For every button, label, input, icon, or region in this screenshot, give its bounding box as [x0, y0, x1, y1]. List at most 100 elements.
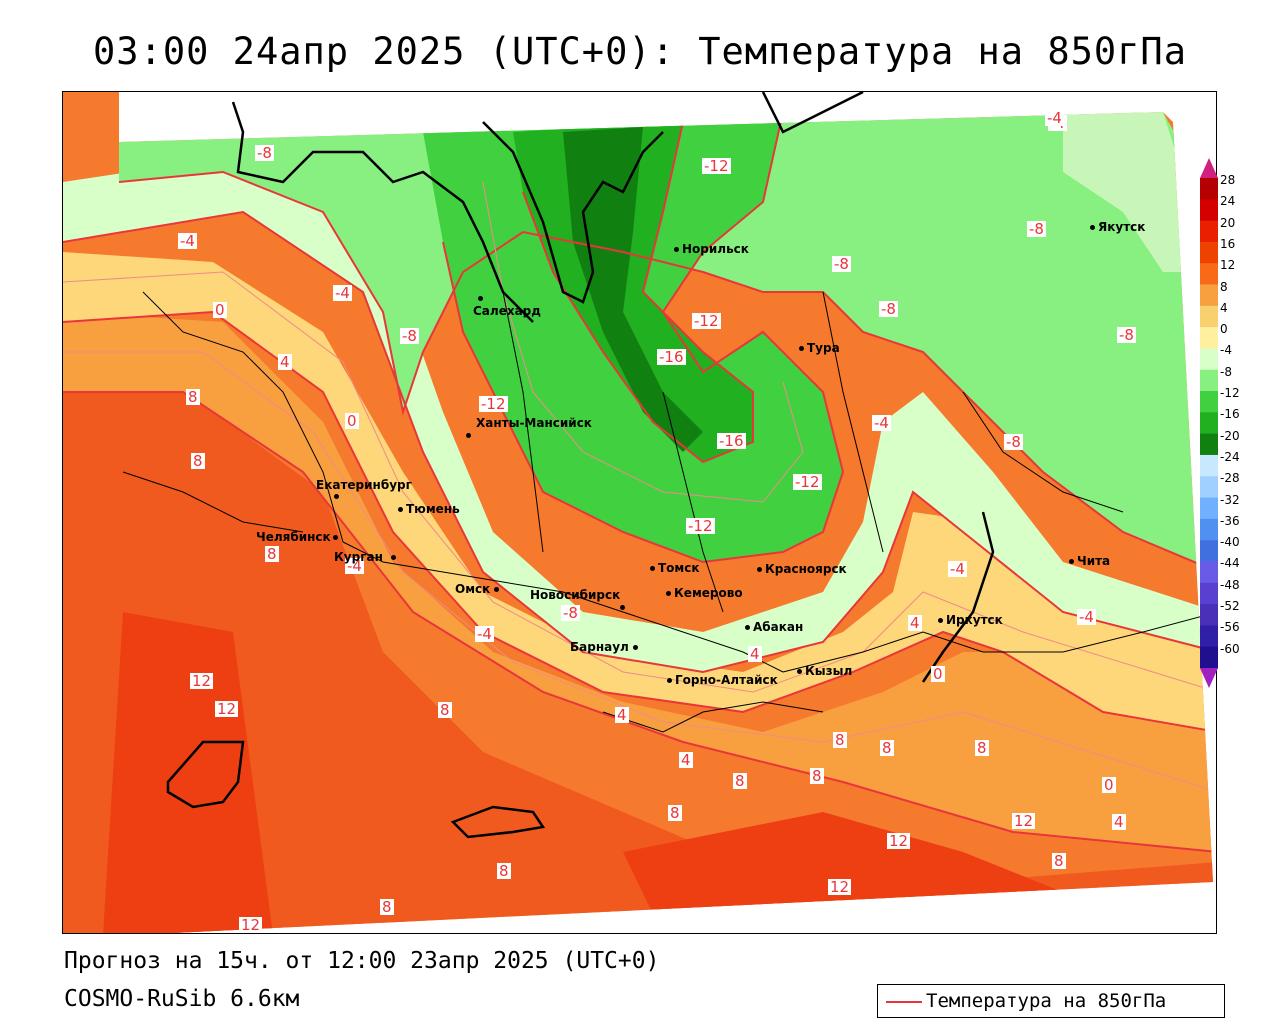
contour-label: -12	[702, 157, 731, 175]
colorbar-bin	[1200, 561, 1218, 584]
contour-label: 8	[265, 545, 279, 563]
contour-label: 4	[748, 645, 762, 663]
contour-label: -12	[686, 517, 715, 535]
city-dot-icon	[390, 555, 396, 560]
city-label: Новосибирск	[530, 588, 621, 602]
contour-label: -8	[1004, 433, 1023, 451]
colorbar-bin	[1200, 497, 1218, 520]
city-label: Якутск	[1090, 221, 1145, 233]
city-label: Норильск	[674, 243, 749, 255]
colorbar-bin	[1200, 327, 1218, 349]
contour-label: -8	[1117, 326, 1136, 344]
contour-label: 8	[975, 739, 989, 757]
colorbar-bin	[1200, 433, 1218, 456]
colorbar-bin	[1200, 305, 1218, 328]
colorbar-top-arrow	[1200, 158, 1218, 178]
city-dot-icon	[757, 567, 762, 572]
legend-label: Температура на 850гПа	[926, 990, 1167, 1012]
city-label: Салехард	[473, 304, 541, 318]
contour-label: -8	[1027, 220, 1046, 238]
contour-label: 12	[190, 672, 214, 690]
city-dot-icon	[494, 587, 500, 592]
contour-label: 12	[887, 832, 911, 850]
colorbar-bin	[1200, 369, 1218, 392]
city-label: Кемерово	[666, 587, 743, 599]
contour-label: 4	[679, 751, 693, 769]
contour-label: -12	[479, 395, 508, 413]
city-dot-icon	[1069, 559, 1074, 564]
contour-label: 4	[615, 706, 629, 724]
contour-label: -4	[475, 625, 494, 643]
city-dot-icon	[334, 494, 339, 499]
colorbar-tick-label: -8	[1220, 364, 1232, 379]
temperature-colorbar	[1200, 158, 1218, 688]
colorbar-bin	[1200, 241, 1218, 264]
contour-label: -16	[717, 432, 746, 450]
colorbar-tick-label: -28	[1220, 471, 1240, 486]
colorbar-tick-label: 12	[1220, 258, 1236, 273]
colorbar-bin	[1200, 391, 1218, 413]
city-dot-icon	[398, 507, 403, 512]
city-dot-icon	[478, 296, 483, 301]
city-label	[620, 601, 628, 613]
forecast-info: Прогноз на 15ч. от 12:00 23апр 2025 (UTC…	[64, 948, 660, 974]
contour-label: 0	[931, 665, 945, 683]
colorbar-bin	[1200, 220, 1218, 243]
contour-label: 4	[278, 353, 292, 371]
city-label: Абакан	[745, 621, 803, 633]
contour-label: -12	[793, 473, 822, 491]
colorbar-bottom-arrow	[1200, 668, 1218, 688]
map-panel	[62, 91, 1217, 934]
colorbar-tick-label: -48	[1220, 577, 1240, 592]
contour-label: 8	[191, 452, 205, 470]
map-legend: Температура на 850гПа	[877, 984, 1225, 1018]
colorbar-tick-label: 8	[1220, 279, 1228, 294]
legend-line-swatch	[886, 1001, 922, 1003]
colorbar-tick-label: 16	[1220, 236, 1236, 251]
colorbar-bin	[1200, 454, 1218, 477]
contour-label: 8	[1052, 852, 1066, 870]
contour-label: 8	[810, 767, 824, 785]
city-label: Томск	[650, 562, 700, 574]
contour-label: 0	[345, 412, 359, 430]
city-label: Тюмень	[398, 503, 460, 515]
colorbar-bin	[1200, 348, 1218, 371]
colorbar-bin	[1200, 540, 1218, 562]
colorbar-tick-label: -52	[1220, 599, 1240, 614]
city-dot-icon	[1090, 225, 1095, 230]
contour-label: -8	[879, 300, 898, 318]
contour-label: -4	[1045, 109, 1064, 127]
colorbar-tick-label: -44	[1220, 556, 1240, 571]
contour-label: 8	[733, 772, 747, 790]
city-label: Кызыл	[797, 665, 852, 677]
contour-label: 4	[1112, 813, 1126, 831]
contour-label: -4	[333, 284, 352, 302]
colorbar-tick-label: 20	[1220, 215, 1236, 230]
colorbar-tick-label: 4	[1220, 300, 1228, 315]
city-dot-icon	[650, 566, 655, 571]
colorbar-tick-label: -56	[1220, 620, 1240, 635]
colorbar-bin	[1200, 582, 1218, 605]
contour-label: 0	[213, 301, 227, 319]
colorbar-tick-label: -36	[1220, 513, 1240, 528]
contour-label: 8	[380, 898, 394, 916]
city-dot-icon	[674, 247, 679, 252]
city-label: Челябинск	[256, 531, 341, 543]
colorbar-tick-label: -24	[1220, 449, 1240, 464]
city-label: Тура	[799, 342, 840, 354]
contour-label: 12	[215, 700, 239, 718]
contour-label: -4	[345, 557, 364, 575]
contour-label: -12	[692, 312, 721, 330]
city-dot-icon	[620, 605, 625, 610]
city-dot-icon	[667, 678, 672, 683]
colorbar-bin	[1200, 199, 1218, 222]
contour-label: -8	[561, 604, 580, 622]
colorbar-tick-label: -60	[1220, 641, 1240, 656]
colorbar-bin	[1200, 604, 1218, 626]
city-dot-icon	[797, 669, 802, 674]
colorbar-tick-label: -16	[1220, 407, 1240, 422]
city-label: Чита	[1069, 555, 1110, 567]
colorbar-bin	[1200, 412, 1218, 435]
contour-label: 8	[497, 862, 511, 880]
colorbar-bin	[1200, 263, 1218, 286]
